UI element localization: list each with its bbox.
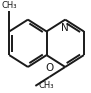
Text: CH₃: CH₃ — [38, 81, 54, 90]
Text: N: N — [61, 23, 69, 33]
Text: CH₃: CH₃ — [2, 1, 17, 10]
Text: O: O — [45, 63, 54, 73]
